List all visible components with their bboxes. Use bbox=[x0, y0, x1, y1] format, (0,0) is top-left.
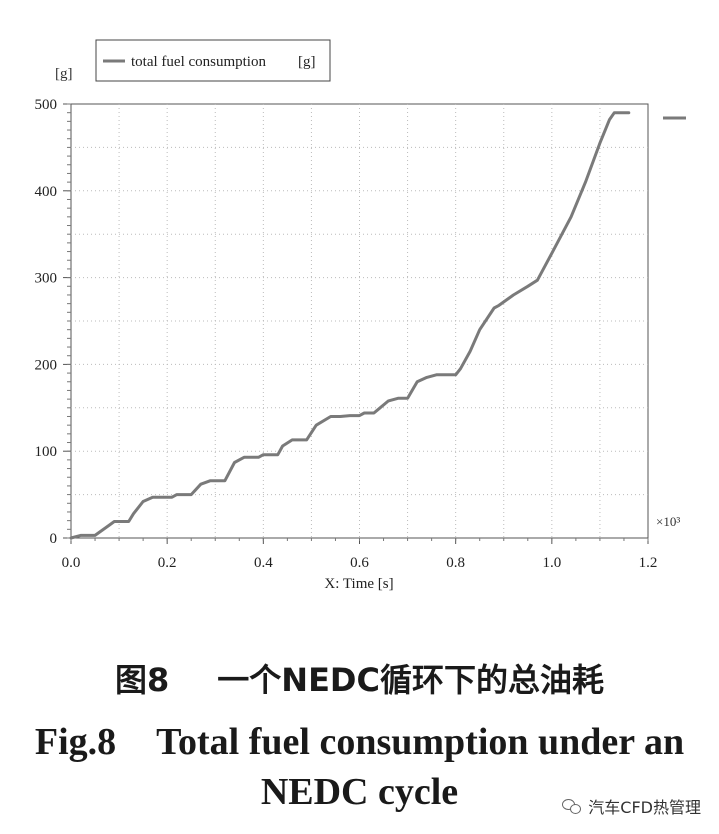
watermark-text: 汽车CFD热管理 bbox=[588, 798, 701, 817]
x-tick-label: 0.4 bbox=[254, 555, 273, 571]
x-tick-label: 0.0 bbox=[62, 555, 81, 571]
legend: total fuel consumption [g] bbox=[95, 39, 331, 82]
y-tick-label: 300 bbox=[35, 271, 58, 287]
y-tick-label: 0 bbox=[50, 531, 58, 547]
x-tick-label: 0.8 bbox=[446, 555, 465, 571]
caption-en-label: Fig.8 bbox=[34, 721, 117, 763]
y-tick-label: 200 bbox=[35, 357, 58, 373]
x-tick-label: 0.2 bbox=[158, 555, 177, 571]
wechat-icon bbox=[562, 798, 582, 814]
caption-cn-label: 图8 bbox=[115, 661, 170, 699]
x-tick-label: 0.6 bbox=[350, 555, 369, 571]
grid bbox=[71, 104, 648, 538]
caption-cn-text: 一个NEDC循环下的总油耗 bbox=[217, 661, 604, 699]
watermark: 汽车CFD热管理 bbox=[562, 794, 701, 818]
y-tick-label: 100 bbox=[35, 444, 58, 460]
legend-label: total fuel consumption bbox=[131, 54, 266, 70]
x-tick-label: 1.0 bbox=[542, 555, 561, 571]
x-tick-label: 1.2 bbox=[639, 555, 658, 571]
axis-ticks: 0.0 0.2 0.4 0.6 0.8 1.0 1.2 0 100 200 300 400 500 bbox=[35, 97, 658, 571]
caption-en-text-1: Total fuel consumption under an bbox=[156, 721, 685, 763]
legend-box bbox=[95, 39, 331, 82]
series-line-total-fuel-consumption bbox=[69, 111, 631, 540]
caption-english-line2: NEDC cycle bbox=[0, 770, 719, 814]
x-multiplier: ×10³ bbox=[656, 514, 680, 529]
y-tick-label: 400 bbox=[35, 184, 58, 200]
y-tick-label: 500 bbox=[35, 97, 58, 113]
y-unit-label: [g] bbox=[55, 66, 73, 82]
caption-en-text-2: NEDC cycle bbox=[260, 771, 459, 813]
legend-unit: [g] bbox=[298, 54, 316, 70]
caption-chinese: 图8 一个NEDC循环下的总油耗 bbox=[0, 655, 719, 701]
x-axis-label: X: Time [s] bbox=[324, 576, 393, 592]
chart: 0.0 0.2 0.4 0.6 0.8 1.0 1.2 0 100 200 300 400 500 [g… bbox=[35, 39, 686, 592]
series-group bbox=[69, 111, 631, 540]
caption-english-line1: Fig.8 Total fuel consumption under an bbox=[0, 720, 719, 764]
